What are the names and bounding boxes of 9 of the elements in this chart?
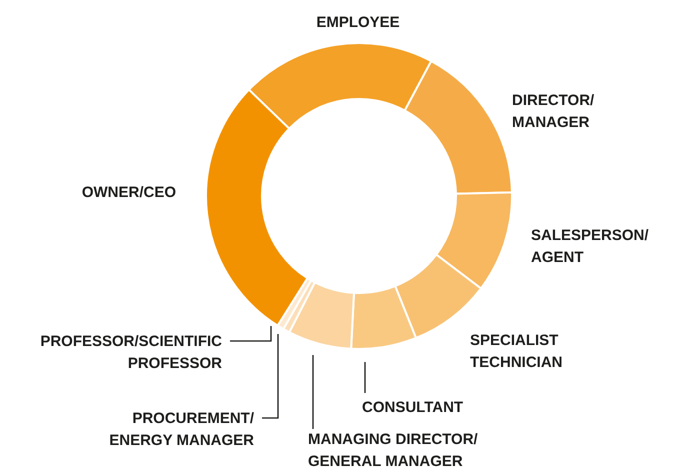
slice-label: DIRECTOR/ MANAGER (512, 92, 596, 131)
slice-label: SPECIALIST TECHNICIAN (470, 332, 562, 371)
slice-label: MANAGING DIRECTOR/ GENERAL MANAGER (308, 431, 479, 470)
slice-label: PROCUREMENT/ ENERGY MANAGER (109, 410, 255, 449)
slice-label: EMPLOYEE (316, 14, 400, 31)
slice-label: CONSULTANT (362, 399, 464, 416)
slice-label: SALESPERSON/ AGENT (531, 227, 650, 266)
slice-label: OWNER/CEO (82, 184, 176, 201)
slice-label: PROFESSOR/SCIENTIFIC PROFESSOR (40, 333, 222, 372)
